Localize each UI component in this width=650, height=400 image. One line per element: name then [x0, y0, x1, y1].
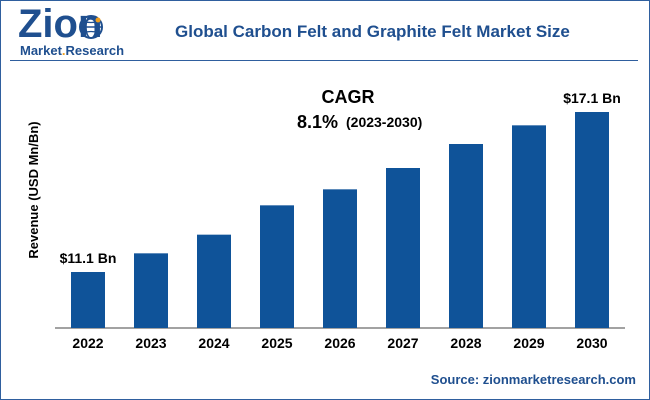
- logo-subtitle: Market.Research: [20, 44, 124, 58]
- bar-2027: [386, 168, 420, 328]
- y-axis-label: Revenue (USD Mn/Bn): [26, 121, 41, 258]
- bar-2022: [71, 272, 105, 328]
- x-tick-label: 2022: [72, 335, 103, 351]
- x-tick-label: 2027: [387, 335, 418, 351]
- globe-icon: [79, 15, 103, 39]
- zion-logo: Zion Market.Research: [18, 4, 138, 60]
- bar-2028: [449, 144, 483, 328]
- bar-2030: [575, 112, 609, 328]
- x-tick-label: 2024: [198, 335, 229, 351]
- x-tick-label: 2028: [450, 335, 481, 351]
- cagr-value: 8.1%: [297, 112, 338, 132]
- bar-2025: [260, 205, 294, 328]
- data-label-2030: $17.1 Bn: [563, 90, 621, 106]
- chart-title: Global Carbon Felt and Graphite Felt Mar…: [175, 22, 570, 41]
- bar-series: 2022 $11.1 Bn 2023 2024 2025 2026 2027 2028 2029…: [60, 90, 621, 351]
- data-label-2022: $11.1 Bn: [60, 250, 117, 266]
- bar-2023: [134, 253, 168, 328]
- cagr-label: CAGR: [322, 87, 375, 107]
- logo-sub-right: Research: [65, 43, 125, 58]
- logo-sub-left: Market: [20, 43, 62, 58]
- bar-2024: [197, 234, 231, 328]
- logo-sub-dot: .: [61, 43, 66, 58]
- source-credit: Source: zionmarketresearch.com: [430, 372, 636, 387]
- x-tick-label: 2023: [135, 335, 166, 351]
- x-tick-label: 2029: [513, 335, 544, 351]
- x-tick-label: 2026: [324, 335, 355, 351]
- bar-2026: [323, 189, 357, 328]
- cagr-period: (2023-2030): [346, 114, 422, 130]
- bar-2029: [512, 125, 546, 328]
- title-divider: [10, 60, 638, 61]
- x-tick-label: 2030: [576, 335, 607, 351]
- x-tick-label: 2025: [261, 335, 292, 351]
